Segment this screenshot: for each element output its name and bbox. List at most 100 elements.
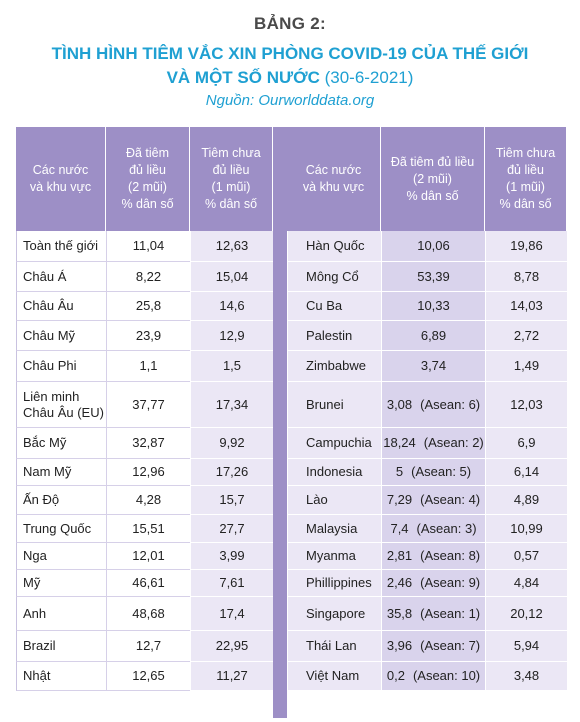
left-partial-dose-cell: 17,4 — [190, 597, 273, 631]
left-country-cell: Ấn Độ — [16, 486, 106, 515]
right-partial-dose-cell: 6,14 — [485, 459, 567, 486]
full-dose-value: 10,06 — [417, 238, 450, 253]
left-partial-dose-cell: 17,34 — [190, 382, 273, 428]
asean-rank: (Asean: 3) — [416, 520, 477, 536]
right-header-0-text: Các nước và khu vực — [303, 162, 364, 196]
full-dose-value: 35,8 — [386, 605, 413, 621]
left-partial-dose-cell: 9,92 — [190, 428, 273, 459]
left-full-dose-cell: 25,8 — [106, 292, 190, 321]
right-full-dose-cell: 7,4 (Asean: 3) — [381, 515, 485, 543]
header-line: (2 mũi) — [128, 180, 167, 194]
left-partial-dose-cell: 27,7 — [190, 515, 273, 543]
header-line: (1 mũi) — [506, 180, 545, 194]
right-full-dose-cell: 6,89 — [381, 321, 485, 351]
right-full-dose-cell: 35,8 (Asean: 1) — [381, 597, 485, 631]
left-header-2-text: Tiêm chưa đủ liều (1 mũi) % dân số — [201, 145, 260, 213]
left-full-dose-cell: 48,68 — [106, 597, 190, 631]
header-line: % dân số — [406, 188, 459, 203]
right-full-dose-cell: 53,39 — [381, 262, 485, 292]
left-full-dose-cell: 11,04 — [106, 231, 190, 262]
right-full-dose-cell: 5 (Asean: 5) — [381, 459, 485, 486]
left-partial-dose-cell: 12,63 — [190, 231, 273, 262]
left-country-cell: Anh — [16, 597, 106, 631]
right-partial-dose-cell: 20,12 — [485, 597, 567, 631]
right-header-0: Các nước và khu vực — [287, 127, 381, 231]
right-full-dose-cell: 2,46 (Asean: 9) — [381, 570, 485, 597]
header-line: Các nước — [32, 163, 89, 177]
left-full-dose-cell: 1,1 — [106, 351, 190, 382]
full-dose-value: 5 — [395, 464, 404, 479]
asean-rank: (Asean: 8) — [420, 548, 481, 563]
left-partial-dose-cell: 11,27 — [190, 662, 273, 691]
right-country-cell: Myanma — [287, 543, 381, 570]
asean-rank: (Asean: 7) — [420, 638, 481, 653]
header-line: Đã tiêm — [125, 146, 170, 160]
full-dose-value: 6,89 — [420, 327, 447, 343]
left-header-0-text: Các nước và khu vực — [30, 162, 91, 196]
left-country-cell: Bắc Mỹ — [16, 428, 106, 459]
left-partial-dose-cell: 12,9 — [190, 321, 273, 351]
left-country-cell: Nga — [16, 543, 106, 570]
header-line: Tiêm chưa — [495, 146, 556, 160]
left-partial-dose-cell: 15,04 — [190, 262, 273, 292]
right-country-cell: Brunei — [287, 382, 381, 428]
right-country-cell: Indonesia — [287, 459, 381, 486]
header-line: % dân số — [499, 197, 552, 211]
right-full-dose-cell: 3,08 (Asean: 6) — [381, 382, 485, 428]
left-country-cell: Mỹ — [16, 570, 106, 597]
left-full-dose-cell: 12,96 — [106, 459, 190, 486]
header-line: và khu vực — [29, 180, 92, 194]
right-partial-dose-cell: 10,99 — [485, 515, 567, 543]
asean-rank: (Asean: 1) — [420, 605, 481, 621]
source-note: Nguồn: Ourworlddata.org — [205, 92, 375, 109]
left-country-cell: Châu Á — [16, 262, 106, 292]
left-full-dose-cell: 12,01 — [106, 543, 190, 570]
right-country-cell: Lào — [287, 486, 381, 515]
left-country-cell: Trung Quốc — [16, 515, 106, 543]
right-country-cell: Phillippines — [287, 570, 381, 597]
table-number: BẢNG 2: — [254, 14, 326, 33]
column-divider — [273, 127, 287, 718]
right-partial-dose-cell: 8,78 — [485, 262, 567, 292]
right-country-cell: Hàn Quốc — [287, 231, 381, 262]
full-dose-value: 53,39 — [417, 268, 450, 284]
header-line: đủ liều — [507, 163, 544, 177]
right-partial-dose-cell: 0,57 — [485, 543, 567, 570]
left-partial-dose-cell: 15,7 — [190, 486, 273, 515]
right-country-cell: Malaysia — [287, 515, 381, 543]
left-full-dose-cell: 12,65 — [106, 662, 190, 691]
right-country-cell: Thái Lan — [287, 631, 381, 662]
left-country-cell: Brazil — [16, 631, 106, 662]
right-country-cell: Việt Nam — [287, 662, 381, 691]
left-header-1-text: Đã tiêm đủ liều (2 mũi) % dân số — [121, 145, 173, 213]
table-title-line1: TÌNH HÌNH TIÊM VẮC XIN PHÒNG COVID-19 CỦ… — [51, 44, 529, 63]
right-country-cell: Cu Ba — [287, 292, 381, 321]
right-header-1-text: Đã tiêm đủ liều (2 mũi) % dân số — [391, 154, 474, 205]
left-full-dose-cell: 46,61 — [106, 570, 190, 597]
right-full-dose-cell: 10,33 — [381, 292, 485, 321]
left-partial-dose-cell: 1,5 — [190, 351, 273, 382]
full-dose-value: 3,96 — [386, 638, 413, 653]
header-line: (2 mũi) — [413, 171, 452, 186]
right-partial-dose-cell: 4,84 — [485, 570, 567, 597]
full-dose-value: 18,24 — [383, 435, 416, 450]
right-country-cell: Palestin — [287, 321, 381, 351]
asean-rank: (Asean: 5) — [411, 464, 472, 479]
right-header-2: Tiêm chưa đủ liều (1 mũi) % dân số — [485, 127, 567, 231]
asean-rank: (Asean: 9) — [420, 575, 481, 590]
left-country-cell: Châu Âu — [16, 292, 106, 321]
left-partial-dose-cell: 14,6 — [190, 292, 273, 321]
right-partial-dose-cell: 1,49 — [485, 351, 567, 382]
right-header-2-text: Tiêm chưa đủ liều (1 mũi) % dân số — [496, 145, 555, 213]
right-partial-dose-cell: 6,9 — [485, 428, 567, 459]
right-partial-dose-cell: 5,94 — [485, 631, 567, 662]
asean-rank: (Asean: 10) — [412, 668, 481, 683]
left-full-dose-cell: 15,51 — [106, 515, 190, 543]
asean-rank: (Asean: 4) — [420, 492, 481, 507]
full-dose-value: 3,08 — [386, 396, 413, 412]
right-partial-dose-cell: 14,03 — [485, 292, 567, 321]
right-header-1: Đã tiêm đủ liều (2 mũi) % dân số — [381, 127, 485, 231]
right-full-dose-cell: 7,29 (Asean: 4) — [381, 486, 485, 515]
left-full-dose-cell: 32,87 — [106, 428, 190, 459]
vaccination-table: Các nước và khu vực Đã tiêm đủ liều (2 mũi)%… — [16, 127, 567, 718]
